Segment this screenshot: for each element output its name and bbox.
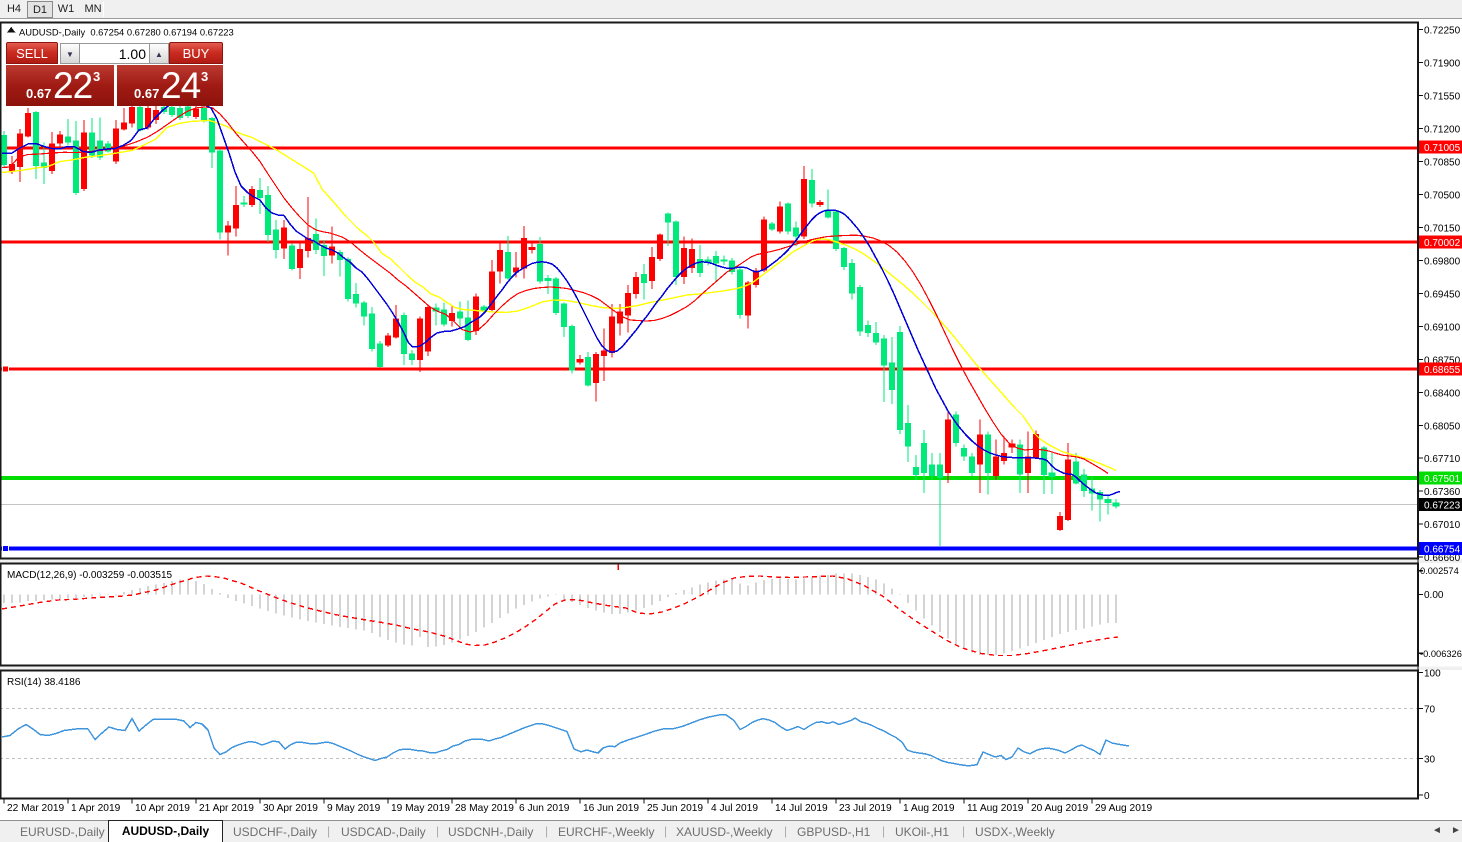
svg-text:0.70002: 0.70002 xyxy=(1424,238,1461,249)
svg-text:0.67010: 0.67010 xyxy=(1424,520,1461,531)
svg-text:0.70150: 0.70150 xyxy=(1424,224,1461,235)
svg-text:-0.006326: -0.006326 xyxy=(1420,649,1462,659)
svg-text:RSI(14) 38.4186: RSI(14) 38.4186 xyxy=(7,677,81,688)
svg-text:19 May 2019: 19 May 2019 xyxy=(391,803,450,814)
svg-text:100: 100 xyxy=(1424,669,1441,680)
svg-text:29 Aug 2019: 29 Aug 2019 xyxy=(1095,803,1153,814)
svg-text:0.71550: 0.71550 xyxy=(1424,92,1461,103)
svg-text:6 Jun 2019: 6 Jun 2019 xyxy=(519,803,570,814)
svg-text:MACD(12,26,9) -0.003259 -0.003: MACD(12,26,9) -0.003259 -0.003515 xyxy=(7,570,173,581)
svg-text:0.002574: 0.002574 xyxy=(1420,566,1459,576)
svg-text:0.67501: 0.67501 xyxy=(1424,474,1461,485)
svg-text:25 Jun 2019: 25 Jun 2019 xyxy=(647,803,703,814)
svg-text:22 Mar 2019: 22 Mar 2019 xyxy=(7,803,65,814)
svg-text:0.69450: 0.69450 xyxy=(1424,290,1461,301)
svg-text:0: 0 xyxy=(1424,791,1430,802)
svg-text:0.70500: 0.70500 xyxy=(1424,191,1461,202)
svg-text:23 Jul 2019: 23 Jul 2019 xyxy=(839,803,892,814)
svg-text:28 May 2019: 28 May 2019 xyxy=(455,803,514,814)
svg-text:0.67223: 0.67223 xyxy=(1424,501,1461,512)
svg-text:0.00: 0.00 xyxy=(1424,590,1444,601)
svg-text:20 Aug 2019: 20 Aug 2019 xyxy=(1031,803,1089,814)
svg-text:0.69800: 0.69800 xyxy=(1424,257,1461,268)
svg-text:AUDUSD-,Daily 0.67254 0.67280: AUDUSD-,Daily 0.67254 0.67280 0.67194 0.… xyxy=(19,27,234,38)
svg-text:70: 70 xyxy=(1424,705,1436,716)
svg-text:0.69100: 0.69100 xyxy=(1424,323,1461,334)
svg-text:16 Jun 2019: 16 Jun 2019 xyxy=(583,803,639,814)
svg-text:0.66660: 0.66660 xyxy=(1424,553,1461,564)
svg-text:0.68400: 0.68400 xyxy=(1424,389,1461,400)
svg-text:0.70850: 0.70850 xyxy=(1424,158,1461,169)
svg-text:0.72250: 0.72250 xyxy=(1424,26,1461,37)
svg-text:0.66754: 0.66754 xyxy=(1424,545,1461,556)
svg-text:0.68050: 0.68050 xyxy=(1424,422,1461,433)
svg-text:10 Apr 2019: 10 Apr 2019 xyxy=(135,803,190,814)
svg-text:0.67360: 0.67360 xyxy=(1424,487,1461,498)
svg-text:30 Apr 2019: 30 Apr 2019 xyxy=(263,803,318,814)
svg-text:21 Apr 2019: 21 Apr 2019 xyxy=(199,803,254,814)
svg-text:11 Aug 2019: 11 Aug 2019 xyxy=(967,803,1024,814)
svg-text:9 May 2019: 9 May 2019 xyxy=(327,803,381,814)
svg-text:0.67710: 0.67710 xyxy=(1424,454,1461,465)
svg-text:4 Jul 2019: 4 Jul 2019 xyxy=(711,803,758,814)
svg-text:0.71900: 0.71900 xyxy=(1424,59,1461,70)
svg-text:1 Apr 2019: 1 Apr 2019 xyxy=(71,803,121,814)
svg-text:0.71200: 0.71200 xyxy=(1424,125,1461,136)
svg-text:14 Jul 2019: 14 Jul 2019 xyxy=(775,803,828,814)
svg-text:0.68655: 0.68655 xyxy=(1424,365,1461,376)
svg-text:30: 30 xyxy=(1424,755,1436,766)
svg-text:0.68750: 0.68750 xyxy=(1424,356,1461,367)
svg-text:1 Aug 2019: 1 Aug 2019 xyxy=(903,803,955,814)
svg-text:0.71005: 0.71005 xyxy=(1424,143,1461,154)
